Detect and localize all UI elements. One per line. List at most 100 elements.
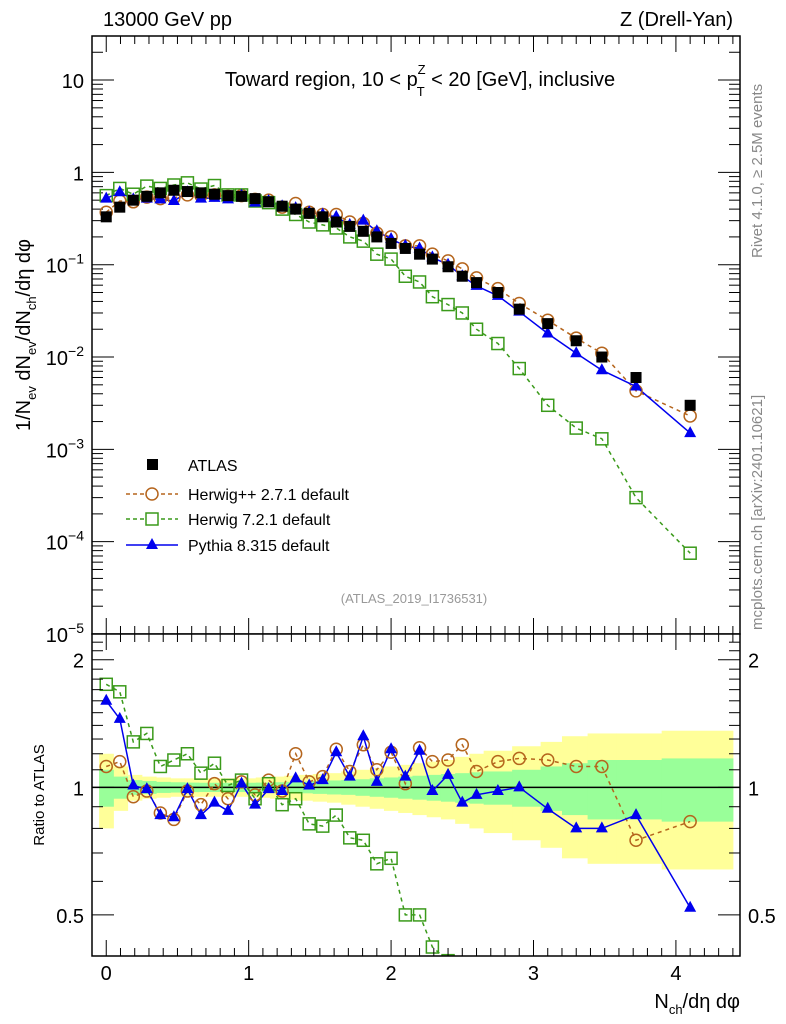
main-series	[99, 176, 697, 560]
legend-label-atlas: ATLAS	[188, 458, 238, 475]
main-point-herwig-7-2-1-default	[469, 322, 484, 336]
main-point-herwig-7-2-1-default	[629, 490, 643, 505]
ratio-point-herwig-7-2-1-default	[140, 726, 154, 741]
main-point-atlas	[317, 211, 329, 223]
ratio-point-pythia-8-315-default	[167, 810, 180, 822]
main-point-atlas	[442, 261, 454, 273]
xlabel: Nch/dη dφ	[654, 991, 740, 1017]
main-point-pythia-8-315-default	[541, 326, 554, 338]
main-point-atlas	[303, 207, 315, 219]
main-ytick-label: 10−1	[46, 251, 84, 278]
main-point-atlas	[426, 253, 438, 265]
main-point-herwig-7-2-1-default	[441, 297, 455, 312]
main-point-atlas	[344, 220, 356, 232]
ratio-point-herwig-7-2-1-default	[126, 735, 141, 749]
main-line-herwig-7-2-1-default	[105, 182, 691, 554]
main-point-atlas	[276, 200, 288, 212]
ratio-band-inner	[587, 760, 617, 820]
ratio-series	[99, 677, 697, 956]
main-point-atlas	[114, 201, 126, 213]
ratio-point-pythia-8-315-default	[513, 780, 526, 792]
ratio-point-herwig-2-7-1-default	[540, 753, 555, 767]
ratio-point-pythia-8-315-default	[208, 795, 221, 807]
ratio-point-pythia-8-315-default	[426, 784, 439, 796]
legend-item-atlas: ATLAS	[147, 458, 238, 475]
ratio-point-pythia-8-315-default	[470, 787, 483, 799]
ratio-point-herwig-2-7-1-default	[491, 754, 505, 769]
ratio-ticks	[92, 633, 740, 957]
main-plot-area	[92, 36, 740, 634]
ratio-point-herwig-7-2-1-default	[356, 833, 371, 848]
ratio-ytick-label: 2	[73, 651, 84, 673]
main-point-herwig-7-2-1-default	[425, 289, 440, 304]
legend-item-pythia: Pythia 8.315 default	[126, 538, 330, 555]
main-point-herwig-7-2-1-default	[595, 432, 609, 446]
ratio-point-herwig-7-2-1-default	[343, 831, 357, 845]
ratio-point-herwig-2-7-1-default	[207, 776, 222, 791]
ratio-point-pythia-8-315-default	[343, 769, 356, 781]
ratio-point-herwig-2-7-1-default	[288, 747, 303, 761]
main-point-atlas	[100, 211, 112, 223]
main-point-herwig-7-2-1-default	[384, 252, 398, 266]
ratio-point-pythia-8-315-default	[249, 797, 262, 809]
main-point-atlas	[127, 194, 139, 206]
ratio-point-herwig-7-2-1-default	[153, 759, 168, 774]
ratio-point-herwig-2-7-1-default	[126, 790, 141, 804]
legend: ATLAS Herwig++ 2.7.1 default Herwig 7.2.…	[126, 458, 350, 555]
main-point-atlas	[371, 231, 383, 243]
ratio-point-pythia-8-315-default	[630, 808, 643, 820]
ratio-point-herwig-2-7-1-default	[113, 754, 127, 769]
main-point-atlas	[596, 351, 608, 363]
main-point-atlas	[330, 216, 342, 228]
ratio-point-herwig-7-2-1-default	[302, 817, 316, 831]
ratio-point-pythia-8-315-default	[370, 774, 383, 786]
ratio-point-pythia-8-315-default	[316, 773, 329, 785]
main-point-pythia-8-315-default	[595, 363, 608, 375]
main-point-atlas	[141, 190, 153, 202]
ratio-point-pythia-8-315-default	[595, 821, 608, 833]
ratio-point-herwig-2-7-1-default	[469, 764, 484, 779]
ratio-point-herwig-7-2-1-default	[180, 747, 195, 761]
main-ytick-label: 10−4	[46, 528, 84, 555]
ratio-point-pythia-8-315-default	[140, 782, 153, 794]
ratio-point-pythia-8-315-default	[235, 776, 248, 788]
ratio-point-pythia-8-315-default	[570, 821, 583, 833]
legend-item-herwig7: Herwig 7.2.1 default	[126, 512, 331, 529]
ratio-point-pythia-8-315-default	[399, 769, 412, 781]
ratio-frame	[91, 633, 741, 957]
main-point-atlas	[385, 237, 397, 249]
main-ytick-labels: 10 1 10−1 10−2 10−3 10−4 10−5	[46, 71, 84, 647]
ratio-panel: 2 2 1 1 0.5 0.5 0 1 2 3 4 Ratio to ATLAS Nch/dη d…	[31, 633, 776, 1017]
main-point-pythia-8-315-default	[630, 379, 643, 391]
main-ytick-label: 10−5	[46, 620, 84, 647]
ratio-point-herwig-2-7-1-default	[441, 753, 455, 767]
ratio-band-inner	[99, 769, 114, 807]
ratio-point-herwig-2-7-1-default	[512, 751, 527, 766]
ratio-ytick-label-right: 0.5	[748, 906, 776, 928]
ratio-point-pythia-8-315-default	[413, 743, 426, 755]
main-point-atlas	[168, 184, 180, 196]
main-point-herwig-7-2-1-default	[540, 398, 555, 413]
legend-label-pythia: Pythia 8.315 default	[188, 538, 330, 555]
main-panel: 10 1 10−1 10−2 10−3 10−4 10−5 Toward region, 1…	[13, 35, 741, 647]
ratio-point-pythia-8-315-default	[303, 778, 316, 790]
main-point-herwig-7-2-1-default	[512, 361, 527, 376]
ratio-point-herwig-7-2-1-default	[329, 808, 343, 822]
main-point-pythia-8-315-default	[684, 426, 697, 438]
main-point-atlas	[630, 372, 642, 384]
main-point-atlas	[513, 303, 525, 315]
ratio-ytick-label: 1	[73, 778, 84, 800]
ratio-ylabel: Ratio to ATLAS	[31, 744, 48, 845]
main-series-atlas	[100, 184, 696, 411]
ratio-line-herwig-7-2-1-default	[105, 683, 444, 956]
ratio-point-herwig-2-7-1-default	[99, 759, 113, 774]
main-point-atlas	[414, 248, 426, 260]
main-point-atlas	[684, 399, 696, 411]
legend-marker-atlas	[147, 459, 158, 470]
analysis-watermark: (ATLAS_2019_I1736531)	[341, 591, 487, 606]
xtick-label: 1	[243, 963, 254, 985]
ratio-point-herwig-2-7-1-default	[569, 759, 583, 774]
main-point-pythia-8-315-default	[167, 193, 180, 205]
ratio-point-herwig-7-2-1-default	[412, 908, 427, 922]
ratio-point-herwig-2-7-1-default	[683, 814, 697, 829]
